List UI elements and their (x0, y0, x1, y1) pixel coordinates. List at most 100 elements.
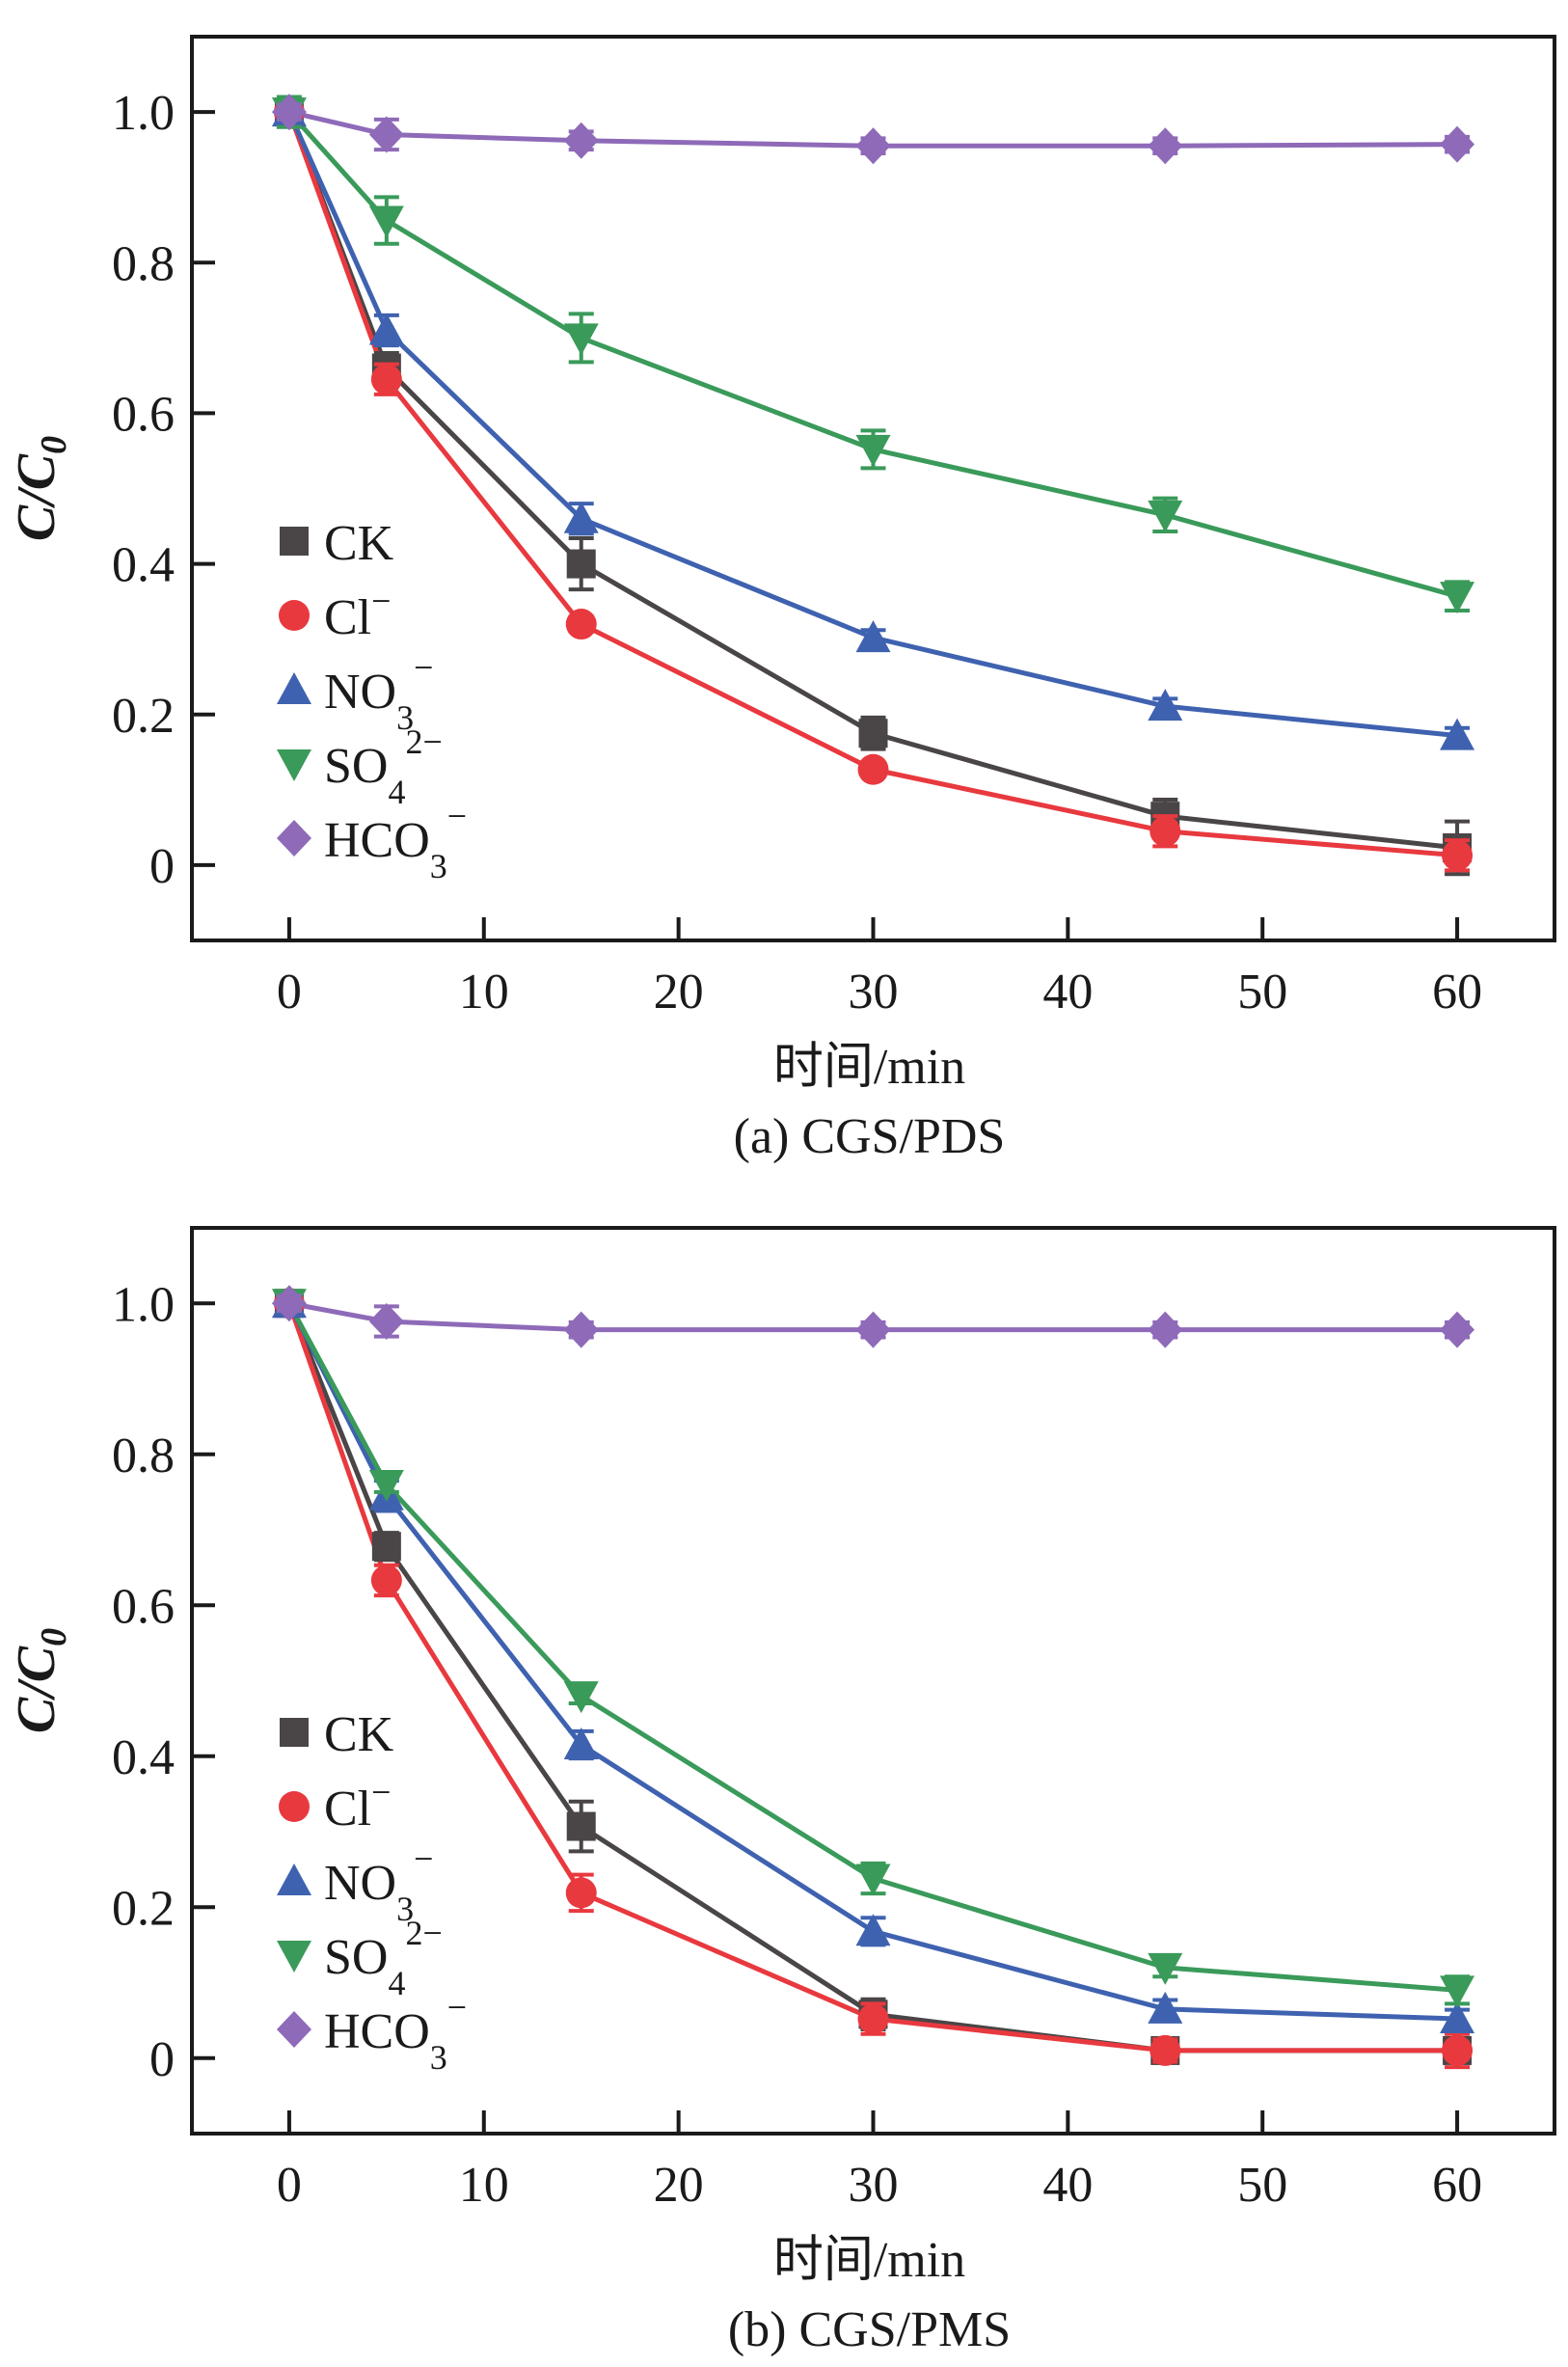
data-point (855, 434, 891, 467)
data-point (563, 1311, 599, 1348)
series-markers-hco (271, 94, 1475, 165)
legend-marker-triangle-down (277, 749, 311, 781)
y-tick-label: 0.6 (112, 1579, 175, 1634)
series-markers-cl (273, 1288, 1473, 2070)
legend-label-sub: 3 (396, 1890, 414, 1928)
x-axis-title: 时间/min (773, 2233, 965, 2288)
series-line (286, 111, 1458, 858)
x-tick-label: 60 (1432, 965, 1482, 1020)
data-point (566, 549, 596, 579)
y-tick-label: 0.2 (112, 689, 175, 744)
legend-label: CK (324, 1707, 394, 1762)
y-tick-label: 1.0 (112, 86, 175, 141)
legend-label: NO3− (324, 648, 433, 737)
legend-label-sub: 3 (396, 698, 414, 737)
data-point (855, 620, 891, 653)
series-hco (288, 1300, 1458, 1333)
data-point (1440, 718, 1475, 750)
data-point (565, 609, 597, 640)
x-tick-label: 30 (849, 965, 899, 1020)
data-point (271, 94, 307, 131)
legend-label-text: Cl (324, 590, 371, 645)
y-axis-title: C/C0 (7, 436, 74, 541)
legend-label-text: SO (324, 739, 388, 794)
data-point (855, 1311, 891, 1348)
data-point (371, 1532, 401, 1562)
x-tick-label: 40 (1042, 965, 1093, 1020)
data-point (855, 1914, 891, 1946)
data-point (563, 1728, 599, 1760)
y-tick-label: 0 (149, 839, 175, 894)
legend-marker-diamond (277, 2011, 311, 2048)
data-point (1442, 839, 1473, 871)
y-tick-label: 0 (149, 2032, 175, 2087)
data-point (857, 2003, 889, 2035)
data-point (271, 1285, 307, 1322)
data-point (368, 116, 404, 153)
series-hco (288, 109, 1458, 149)
data-point (370, 364, 402, 395)
panel-caption: (a) CGS/PDS (734, 1109, 1006, 1164)
legend-label: HCO3− (324, 1988, 467, 2077)
legend-marker-circle (279, 1791, 310, 1822)
series-line (288, 109, 1458, 149)
y-tick-label: 0.8 (112, 236, 175, 291)
legend-label: HCO3− (324, 797, 467, 885)
data-point (563, 501, 599, 533)
x-tick-label: 20 (654, 2158, 704, 2213)
y-tick-label: 0.4 (112, 538, 175, 593)
y-axis-title-sub: 0 (34, 436, 74, 454)
legend-label-sub: 3 (430, 847, 447, 885)
series-so (286, 1302, 1458, 1993)
series-line (286, 1302, 1458, 1993)
series-cl (286, 1302, 1458, 2054)
data-point (1440, 582, 1475, 614)
data-point (368, 313, 404, 345)
data-point (1440, 2001, 1475, 2034)
data-point (1440, 1311, 1475, 1348)
data-point (858, 719, 888, 748)
series-line (286, 1302, 1458, 2054)
x-axis-title: 时间/min (773, 1040, 965, 1095)
legend-label-text: CK (324, 1707, 394, 1762)
series-markers-so (271, 95, 1475, 614)
legend-label-text: NO (324, 665, 396, 720)
legend-label: Cl− (324, 582, 391, 645)
data-point (1148, 689, 1183, 721)
data-point (565, 1877, 597, 1909)
data-point (563, 122, 599, 159)
legend-label: SO42− (324, 722, 443, 811)
legend-label-text: HCO (324, 813, 430, 868)
x-tick-label: 0 (277, 2158, 302, 2213)
legend-label-sup: − (371, 1773, 391, 1811)
series-line (288, 1300, 1458, 1333)
y-tick-label: 0.2 (112, 1881, 175, 1936)
legend-label-sup: − (371, 582, 391, 620)
x-tick-label: 50 (1237, 2158, 1287, 2213)
legend-label-text: NO (324, 1856, 396, 1911)
data-point (1148, 1991, 1183, 2024)
legend-label-sup: − (447, 797, 467, 835)
x-tick-label: 60 (1432, 2158, 1482, 2213)
series-ck (286, 111, 1458, 851)
data-point (1442, 2034, 1473, 2066)
legend-label-text: HCO (324, 2004, 430, 2059)
series-line (286, 111, 1458, 851)
y-axis-title-sub: 0 (34, 1628, 74, 1646)
series-cl (286, 111, 1458, 858)
data-point (855, 127, 891, 165)
series-no (286, 111, 1458, 739)
legend-marker-triangle-down (277, 1941, 311, 1972)
legend-marker-square (280, 527, 309, 556)
data-point (368, 1303, 404, 1341)
x-tick-label: 20 (654, 965, 704, 1020)
x-tick-label: 10 (459, 965, 509, 1020)
y-axis-title-main: C/C (7, 1646, 67, 1733)
series-markers-no (271, 1286, 1475, 2034)
legend-label: Cl− (324, 1773, 391, 1836)
legend-label-text: SO (324, 1930, 388, 1985)
legend-label-sub: 4 (388, 773, 405, 811)
